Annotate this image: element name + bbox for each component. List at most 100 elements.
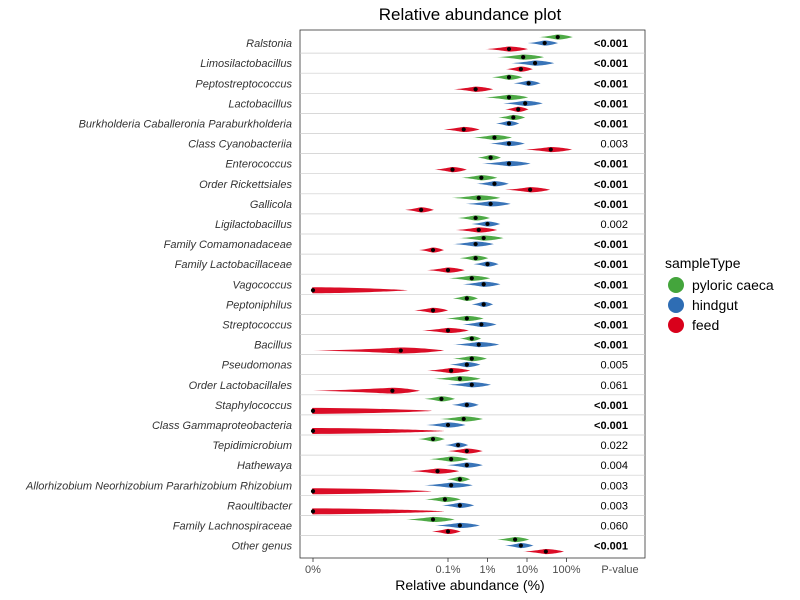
genus-label-streptococcus: Streptococcus bbox=[222, 319, 292, 331]
violin-pyloric-caeca-family-lachnospiraceae bbox=[406, 516, 455, 523]
p-value-raoultibacter: 0.003 bbox=[600, 500, 628, 512]
median-point-pyloric-caeca-burkholderia-caballeronia-paraburkholderia bbox=[511, 115, 516, 120]
p-value-enterococcus: <0.001 bbox=[594, 159, 628, 171]
median-point-hindgut-family-lactobacillaceae bbox=[485, 262, 490, 267]
median-point-pyloric-caeca-ligilactobacillus bbox=[473, 215, 478, 221]
median-point-pyloric-caeca-pseudomonas bbox=[469, 356, 474, 361]
median-point-pyloric-caeca-family-lactobacillaceae bbox=[473, 256, 478, 261]
p-value-peptoniphilus: <0.001 bbox=[594, 299, 628, 311]
median-point-feed-staphylococcus bbox=[310, 408, 316, 413]
p-value-family-comamonadaceae: <0.001 bbox=[594, 239, 628, 251]
genus-label-family-lachnospiraceae: Family Lachnospiraceae bbox=[173, 520, 292, 532]
genus-label-tepidimicrobium: Tepidimicrobium bbox=[212, 440, 292, 452]
genus-label-hathewaya: Hathewaya bbox=[237, 460, 292, 472]
genus-label-class-cyanobacteriia: Class Cyanobacteriia bbox=[188, 139, 292, 151]
genus-label-raoultibacter: Raoultibacter bbox=[227, 500, 293, 512]
median-point-pyloric-caeca-allorhizobium-neorhizobium-pararhizobium-rhizobium bbox=[457, 477, 462, 482]
violin-feed-class-gammaproteobacteria bbox=[312, 427, 444, 434]
genus-label-lactobacillus: Lactobacillus bbox=[228, 98, 292, 110]
median-point-hindgut-order-rickettsiales bbox=[492, 181, 497, 186]
median-point-pyloric-caeca-raoultibacter bbox=[442, 497, 448, 502]
violin-hindgut-vagococcus bbox=[462, 281, 501, 287]
x-tick-label: 100% bbox=[552, 564, 580, 576]
median-point-hindgut-lactobacillus bbox=[523, 101, 528, 106]
median-point-feed-family-lactobacillaceae bbox=[445, 268, 451, 273]
p-value-bacillus: <0.001 bbox=[594, 340, 628, 352]
median-point-feed-ligilactobacillus bbox=[476, 227, 481, 233]
x-axis-label: Relative abundance (%) bbox=[395, 577, 544, 593]
median-point-pyloric-caeca-class-gammaproteobacteria bbox=[461, 416, 466, 422]
median-point-feed-hathewaya bbox=[435, 469, 440, 474]
p-value-order-lactobacillales: 0.061 bbox=[600, 380, 628, 392]
genus-label-bacillus: Bacillus bbox=[254, 340, 292, 352]
median-point-feed-tepidimicrobium bbox=[464, 448, 469, 454]
median-point-pyloric-caeca-order-lactobacillales bbox=[457, 376, 462, 381]
median-point-feed-family-comamonadaceae bbox=[430, 247, 436, 253]
violin-pyloric-caeca-lactobacillus bbox=[484, 94, 529, 100]
x-tick-label: 0.1% bbox=[435, 564, 460, 576]
median-point-pyloric-caeca-order-rickettsiales bbox=[479, 175, 484, 180]
p-value-staphylococcus: <0.001 bbox=[594, 400, 628, 412]
p-value-header: P-value bbox=[601, 564, 638, 576]
genus-label-ralstonia: Ralstonia bbox=[246, 38, 292, 50]
median-point-feed-order-rickettsiales bbox=[528, 187, 533, 192]
p-value-other-genus: <0.001 bbox=[594, 541, 628, 553]
median-point-pyloric-caeca-peptoniphilus bbox=[464, 296, 469, 301]
genus-label-burkholderia-caballeronia-paraburkholderia: Burkholderia Caballeronia Paraburkholder… bbox=[79, 118, 292, 130]
p-value-family-lachnospiraceae: 0.060 bbox=[600, 520, 628, 532]
median-point-feed-order-lactobacillales bbox=[390, 388, 395, 393]
genus-label-limosilactobacillus: Limosilactobacillus bbox=[200, 58, 292, 70]
median-point-feed-streptococcus bbox=[445, 328, 451, 333]
median-point-pyloric-caeca-gallicola bbox=[476, 195, 481, 200]
median-point-hindgut-limosilactobacillus bbox=[532, 61, 538, 66]
violin-pyloric-caeca-order-lactobacillales bbox=[433, 376, 481, 382]
median-point-pyloric-caeca-tepidimicrobium bbox=[430, 436, 436, 442]
p-value-allorhizobium-neorhizobium-pararhizobium-rhizobium: 0.003 bbox=[600, 480, 628, 492]
median-point-feed-raoultibacter bbox=[310, 509, 316, 514]
median-point-pyloric-caeca-family-comamonadaceae bbox=[481, 235, 486, 241]
median-point-hindgut-enterococcus bbox=[506, 161, 512, 166]
violin-hindgut-class-gammaproteobacteria bbox=[426, 422, 466, 428]
median-point-hindgut-staphylococcus bbox=[464, 402, 469, 407]
p-value-streptococcus: <0.001 bbox=[594, 319, 628, 331]
median-point-hindgut-allorhizobium-neorhizobium-pararhizobium-rhizobium bbox=[449, 483, 454, 488]
median-point-hindgut-family-lachnospiraceae bbox=[457, 523, 462, 528]
violin-feed-streptococcus bbox=[422, 327, 469, 334]
median-point-feed-ralstonia bbox=[506, 46, 512, 52]
median-point-pyloric-caeca-bacillus bbox=[469, 336, 474, 341]
median-point-hindgut-bacillus bbox=[476, 342, 481, 347]
violin-hindgut-enterococcus bbox=[481, 161, 531, 167]
median-point-hindgut-raoultibacter bbox=[457, 503, 462, 508]
legend-key-feed bbox=[668, 317, 684, 333]
median-point-feed-burkholderia-caballeronia-paraburkholderia bbox=[461, 127, 466, 132]
median-point-pyloric-caeca-family-lachnospiraceae bbox=[430, 517, 436, 522]
median-point-pyloric-caeca-limosilactobacillus bbox=[521, 55, 526, 60]
median-point-pyloric-caeca-staphylococcus bbox=[439, 396, 444, 401]
violin-feed-peptostreptococcus bbox=[453, 86, 494, 92]
median-point-hindgut-tepidimicrobium bbox=[455, 442, 461, 448]
p-value-vagococcus: <0.001 bbox=[594, 279, 628, 291]
median-point-hindgut-vagococcus bbox=[481, 282, 486, 287]
violin-feed-class-cyanobacteriia bbox=[523, 146, 573, 153]
genus-label-ligilactobacillus: Ligilactobacillus bbox=[215, 219, 293, 231]
violin-feed-bacillus bbox=[313, 347, 444, 354]
violin-hindgut-allorhizobium-neorhizobium-pararhizobium-rhizobium bbox=[424, 482, 473, 488]
violin-feed-hathewaya bbox=[410, 468, 460, 474]
genus-label-family-lactobacillaceae: Family Lactobacillaceae bbox=[175, 259, 292, 271]
median-point-feed-pseudomonas bbox=[449, 368, 454, 373]
violin-pyloric-caeca-gallicola bbox=[451, 195, 501, 201]
legend-key-hindgut bbox=[668, 297, 684, 313]
p-value-ligilactobacillus: 0.002 bbox=[600, 219, 628, 231]
p-value-limosilactobacillus: <0.001 bbox=[594, 58, 628, 70]
violin-pyloric-caeca-class-gammaproteobacteria bbox=[439, 416, 483, 422]
p-value-gallicola: <0.001 bbox=[594, 199, 628, 211]
p-value-class-gammaproteobacteria: <0.001 bbox=[594, 420, 628, 432]
violin-pyloric-caeca-class-cyanobacteriia bbox=[472, 134, 513, 141]
median-point-feed-peptoniphilus bbox=[430, 308, 436, 313]
median-point-feed-enterococcus bbox=[450, 167, 455, 172]
genus-label-peptoniphilus: Peptoniphilus bbox=[226, 299, 293, 311]
x-tick-label: 10% bbox=[516, 564, 538, 576]
median-point-feed-allorhizobium-neorhizobium-pararhizobium-rhizobium bbox=[310, 489, 316, 494]
genus-label-staphylococcus: Staphylococcus bbox=[215, 400, 293, 412]
violin-pyloric-caeca-family-comamonadaceae bbox=[458, 235, 504, 241]
